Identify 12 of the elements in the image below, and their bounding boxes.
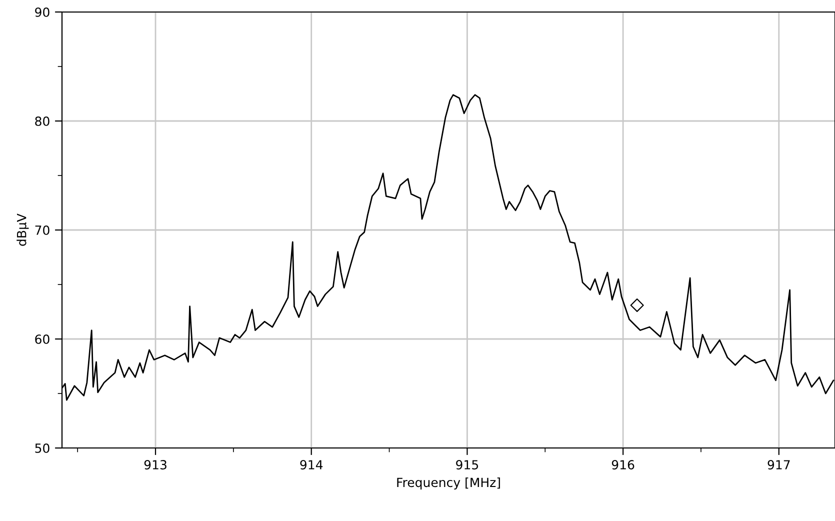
y-tick-label: 90 bbox=[35, 7, 50, 17]
y-axis-title: dBµV bbox=[16, 214, 29, 246]
x-tick-label: 915 bbox=[456, 460, 478, 470]
x-tick-label: 917 bbox=[768, 460, 790, 470]
y-tick-label: 50 bbox=[35, 443, 50, 453]
x-tick-label: 916 bbox=[612, 460, 634, 470]
y-tick-label: 70 bbox=[35, 225, 50, 235]
x-tick-label: 913 bbox=[144, 460, 166, 470]
y-tick-label: 60 bbox=[35, 334, 50, 344]
x-tick-label: 914 bbox=[300, 460, 323, 470]
x-axis-title: Frequency [MHz] bbox=[397, 477, 500, 490]
y-tick-label: 80 bbox=[35, 116, 50, 126]
